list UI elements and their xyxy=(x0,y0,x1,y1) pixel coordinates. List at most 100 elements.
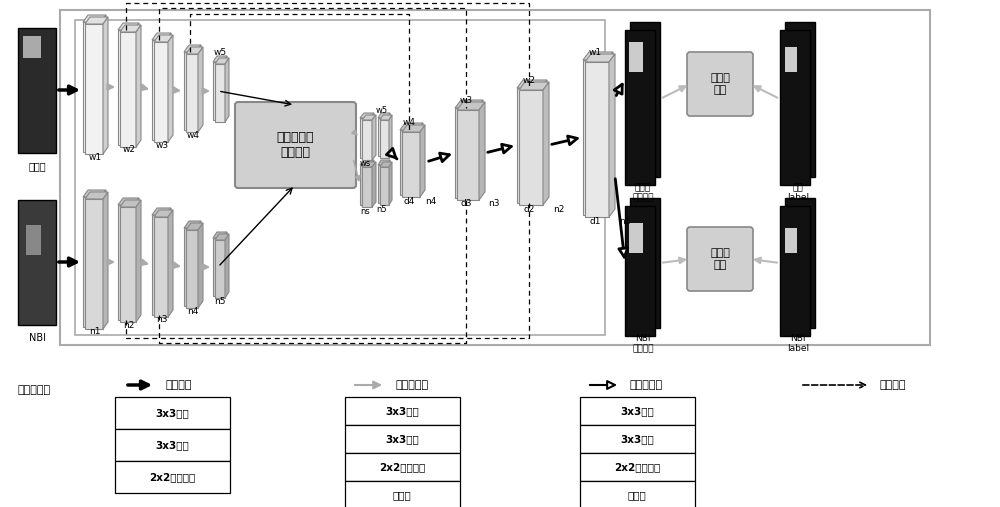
Bar xyxy=(580,453,695,481)
Polygon shape xyxy=(166,208,171,315)
Polygon shape xyxy=(389,162,392,205)
Polygon shape xyxy=(223,232,227,296)
Polygon shape xyxy=(362,167,372,207)
Bar xyxy=(580,397,695,425)
Polygon shape xyxy=(372,162,376,207)
Text: d1: d1 xyxy=(589,216,601,226)
Text: n2: n2 xyxy=(123,320,135,330)
Polygon shape xyxy=(186,47,203,54)
Text: 3x3卷积: 3x3卷积 xyxy=(620,434,654,444)
Polygon shape xyxy=(213,62,223,120)
Text: 上采样组合: 上采样组合 xyxy=(630,380,663,390)
Polygon shape xyxy=(362,162,376,167)
Polygon shape xyxy=(103,192,108,329)
Polygon shape xyxy=(380,120,389,158)
Polygon shape xyxy=(85,192,108,199)
Bar xyxy=(580,425,695,453)
Polygon shape xyxy=(585,62,609,217)
Polygon shape xyxy=(519,82,549,90)
Text: n5: n5 xyxy=(214,297,226,306)
Polygon shape xyxy=(134,23,139,145)
Polygon shape xyxy=(118,205,134,320)
Text: 2x2最大池化: 2x2最大池化 xyxy=(614,462,660,472)
Bar xyxy=(60,10,930,345)
Polygon shape xyxy=(380,162,392,167)
Text: w3: w3 xyxy=(459,95,473,104)
Polygon shape xyxy=(85,199,103,329)
Polygon shape xyxy=(184,45,201,52)
Bar xyxy=(629,42,643,72)
Polygon shape xyxy=(186,230,198,308)
Polygon shape xyxy=(118,23,139,30)
Polygon shape xyxy=(213,238,223,296)
Polygon shape xyxy=(380,167,389,205)
Polygon shape xyxy=(400,130,418,195)
Text: n1: n1 xyxy=(619,216,631,226)
Polygon shape xyxy=(389,115,392,158)
Polygon shape xyxy=(134,198,139,320)
Text: NBI
label: NBI label xyxy=(787,334,809,353)
Polygon shape xyxy=(101,15,106,152)
Polygon shape xyxy=(83,190,106,197)
Text: w4: w4 xyxy=(186,130,200,139)
Text: d4: d4 xyxy=(403,197,415,205)
Bar xyxy=(115,397,230,429)
Text: w5: w5 xyxy=(376,105,388,115)
Polygon shape xyxy=(223,56,227,120)
Polygon shape xyxy=(184,221,201,228)
Text: w4: w4 xyxy=(402,118,416,127)
Text: 自采样相似
特征分离: 自采样相似 特征分离 xyxy=(276,131,314,159)
Polygon shape xyxy=(184,228,196,306)
FancyBboxPatch shape xyxy=(687,52,753,116)
Bar xyxy=(780,206,810,336)
Text: 图例说明：: 图例说明： xyxy=(18,385,51,395)
Polygon shape xyxy=(370,160,374,205)
Polygon shape xyxy=(372,115,376,160)
Polygon shape xyxy=(186,54,198,132)
Polygon shape xyxy=(378,118,387,156)
Polygon shape xyxy=(457,110,479,200)
FancyBboxPatch shape xyxy=(687,227,753,291)
Polygon shape xyxy=(517,80,547,88)
Bar xyxy=(780,30,810,185)
Polygon shape xyxy=(387,160,390,203)
Text: 下采样组合: 下采样组合 xyxy=(395,380,428,390)
Text: w2: w2 xyxy=(122,146,136,155)
Text: w1: w1 xyxy=(588,48,602,56)
Text: w3: w3 xyxy=(155,140,169,150)
Bar xyxy=(345,425,460,453)
Text: w2: w2 xyxy=(522,76,536,85)
Bar xyxy=(115,429,230,461)
Polygon shape xyxy=(402,125,425,132)
Polygon shape xyxy=(136,200,141,322)
Polygon shape xyxy=(378,113,390,118)
Text: n2: n2 xyxy=(553,204,565,213)
Polygon shape xyxy=(120,207,136,322)
Polygon shape xyxy=(152,208,171,215)
Polygon shape xyxy=(154,42,168,142)
Polygon shape xyxy=(380,115,392,120)
Polygon shape xyxy=(120,200,141,207)
Text: 跳跃连接: 跳跃连接 xyxy=(880,380,906,390)
Polygon shape xyxy=(609,54,615,217)
Bar xyxy=(630,198,660,328)
Polygon shape xyxy=(166,33,171,140)
Polygon shape xyxy=(378,165,387,203)
Polygon shape xyxy=(457,102,485,110)
Bar xyxy=(26,225,41,255)
Polygon shape xyxy=(103,17,108,154)
Bar xyxy=(785,47,797,72)
Text: n3: n3 xyxy=(156,315,168,324)
Polygon shape xyxy=(198,47,203,132)
Text: n1: n1 xyxy=(89,328,101,337)
Polygon shape xyxy=(362,115,376,120)
Text: n3: n3 xyxy=(488,199,500,208)
Polygon shape xyxy=(519,90,543,205)
Polygon shape xyxy=(455,100,483,108)
Bar xyxy=(75,20,605,335)
Polygon shape xyxy=(360,160,374,165)
Bar xyxy=(345,481,460,507)
Polygon shape xyxy=(585,54,615,62)
Polygon shape xyxy=(477,100,483,198)
Polygon shape xyxy=(607,52,613,215)
